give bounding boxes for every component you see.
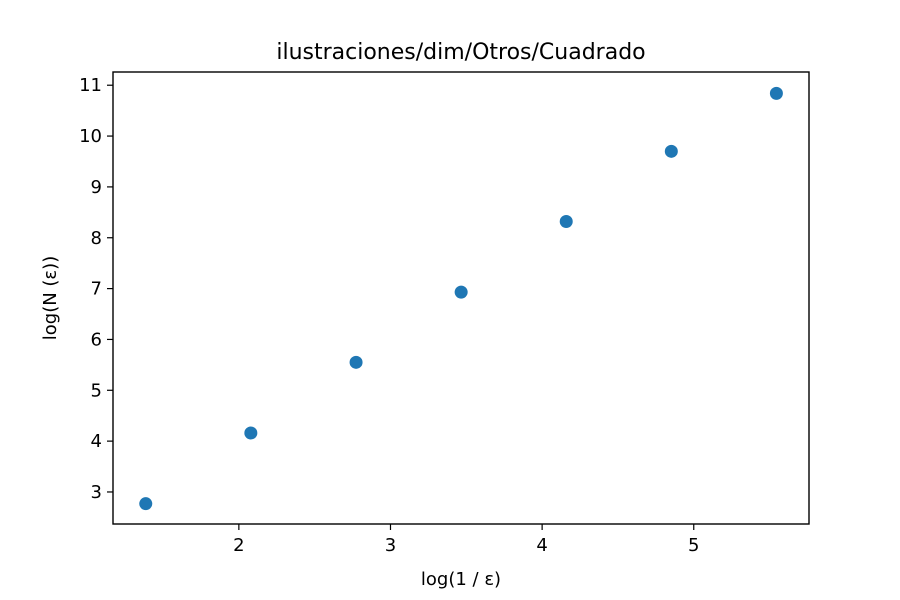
- y-tick-label: 7: [91, 279, 102, 300]
- y-tick-label: 6: [91, 329, 102, 350]
- axis-ticks: 2 3 4 5 3 4 5 6 7 8 9 10 11: [79, 75, 699, 556]
- data-point: [769, 86, 783, 100]
- y-tick-label: 8: [91, 228, 102, 249]
- y-tick-label: 5: [91, 380, 102, 401]
- y-tick-label: 3: [91, 482, 102, 503]
- y-tick-label: 10: [79, 126, 102, 147]
- y-tick-label: 9: [91, 177, 102, 198]
- data-point: [349, 355, 363, 369]
- data-point: [664, 144, 678, 158]
- data-point: [244, 426, 258, 440]
- x-tick-label: 5: [688, 535, 699, 556]
- x-tick-label: 4: [536, 535, 547, 556]
- y-axis-label: log(N (ε)): [40, 256, 61, 340]
- plot-frame: [112, 71, 810, 525]
- data-point: [139, 497, 153, 511]
- data-point: [454, 285, 468, 299]
- x-tick-label: 3: [385, 535, 396, 556]
- chart-title: ilustraciones/dim/Otros/Cuadrado: [276, 40, 645, 65]
- data-point: [559, 214, 573, 228]
- data-points: [139, 86, 783, 511]
- x-tick-label: 2: [233, 535, 244, 556]
- y-tick-label: 4: [91, 431, 102, 452]
- y-tick-label: 11: [79, 75, 102, 96]
- x-axis-label: log(1 / ε): [421, 569, 501, 590]
